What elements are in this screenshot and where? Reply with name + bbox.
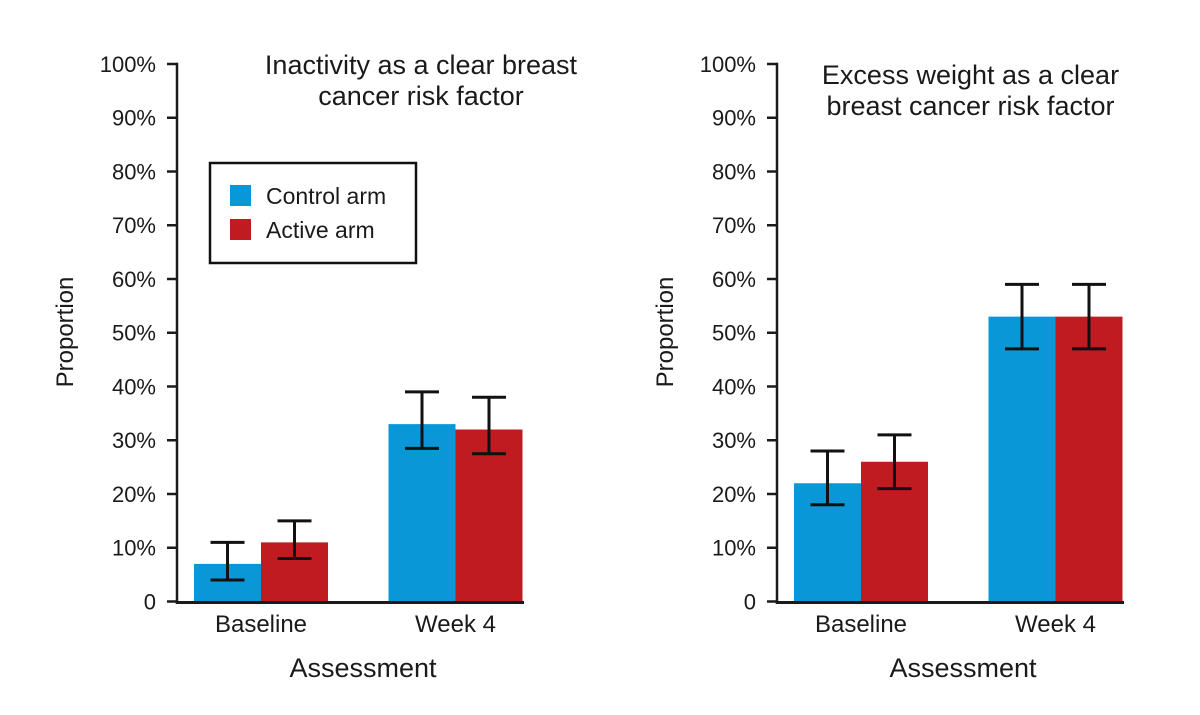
chart-title-line-2: cancer risk factor — [318, 81, 524, 111]
y-tick-label-80: 80% — [712, 159, 756, 184]
chart-excess-weight-svg: 0 10% 20% 30% 40% 50% 60% 70% 80% 90% 100% Baseline… — [652, 52, 1124, 683]
y-tick-label-20: 20% — [112, 482, 156, 507]
legend-label-active-arm: Active arm — [266, 217, 375, 243]
y-axis-label: Proportion — [52, 277, 79, 388]
y-tick-label-70: 70% — [712, 213, 756, 238]
x-category-label-baseline: Baseline — [815, 611, 907, 638]
chart-title-line-2: breast cancer risk factor — [826, 91, 1114, 121]
y-tick-label-100: 100% — [700, 52, 756, 77]
y-tick-label-60: 60% — [712, 267, 756, 292]
y-tick-label-30: 30% — [112, 428, 156, 453]
y-tick-label-80: 80% — [112, 159, 156, 184]
bar-active-arm-week-4 — [455, 429, 523, 602]
y-tick-label-40: 40% — [112, 374, 156, 399]
bar-control-arm-week-4 — [988, 316, 1056, 602]
y-axis-label: Proportion — [652, 277, 679, 388]
y-tick-label-10: 10% — [112, 536, 156, 561]
y-tick-label-100: 100% — [100, 52, 156, 77]
y-tick-label-70: 70% — [112, 213, 156, 238]
x-category-label-week-4: Week 4 — [1015, 611, 1096, 638]
y-tick-label-30: 30% — [712, 428, 756, 453]
legend-swatch-control-arm — [230, 185, 251, 206]
chart-inactivity-svg: 0 10% 20% 30% 40% 50% 60% 70% 80% 90% 100% Baseline… — [52, 50, 578, 683]
y-tick-label-60: 60% — [112, 267, 156, 292]
y-tick-label-90: 90% — [112, 106, 156, 131]
x-axis-label: Assessment — [289, 653, 437, 683]
x-category-label-baseline: Baseline — [215, 611, 307, 638]
bar-control-arm-week-4 — [388, 424, 456, 602]
y-tick-label-50: 50% — [712, 321, 756, 346]
y-tick-label-0: 0 — [744, 589, 756, 614]
bar-active-arm-week-4 — [1055, 316, 1123, 602]
chart-title-line-1: Inactivity as a clear breast — [265, 50, 578, 80]
y-tick-label-90: 90% — [712, 106, 756, 131]
chart-inactivity: 0 10% 20% 30% 40% 50% 60% 70% 80% 90% 100% Baseline… — [52, 50, 578, 683]
legend-label-control-arm: Control arm — [266, 183, 386, 209]
y-tick-label-20: 20% — [712, 482, 756, 507]
y-tick-label-40: 40% — [712, 374, 756, 399]
chart-title-line-1: Excess weight as a clear — [822, 60, 1119, 90]
y-tick-label-0: 0 — [144, 589, 156, 614]
chart-excess-weight: 0 10% 20% 30% 40% 50% 60% 70% 80% 90% 100% Baseline… — [600, 0, 1200, 715]
legend-box — [208, 161, 418, 265]
legend-swatch-active-arm — [230, 219, 251, 240]
x-category-label-week-4: Week 4 — [415, 611, 496, 638]
y-tick-label-10: 10% — [712, 536, 756, 561]
x-axis-label: Assessment — [889, 653, 1037, 683]
y-tick-label-50: 50% — [112, 321, 156, 346]
